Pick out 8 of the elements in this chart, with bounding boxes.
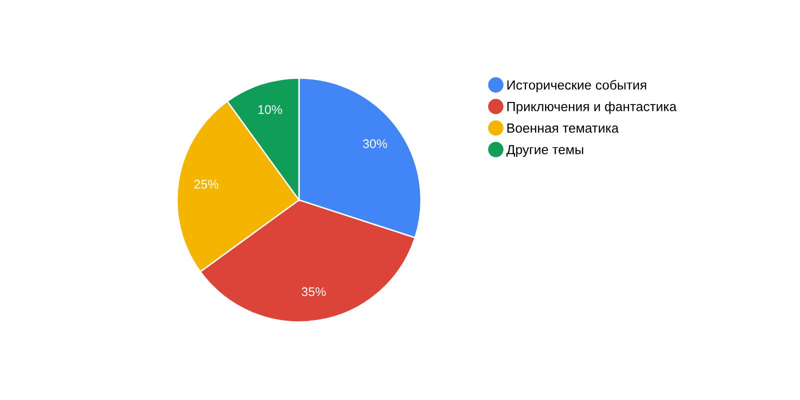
data-label: 10% — [258, 105, 282, 114]
data-label: 30% — [362, 139, 388, 148]
data-label: 25% — [194, 180, 218, 189]
legend-label: Военная тематика — [507, 124, 619, 133]
legend-label: Исторические события — [507, 80, 646, 92]
data-label: 35% — [302, 287, 326, 296]
legend-label: Приключения и фантастика — [507, 102, 677, 114]
legend-label: Другие темы — [506, 145, 584, 157]
